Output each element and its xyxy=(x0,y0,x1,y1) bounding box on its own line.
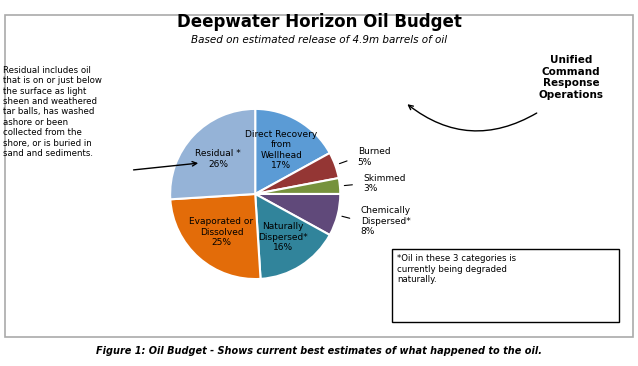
Text: Based on estimated release of 4.9m barrels of oil: Based on estimated release of 4.9m barre… xyxy=(191,35,447,45)
Wedge shape xyxy=(255,194,340,235)
Wedge shape xyxy=(255,194,330,279)
Text: Deepwater Horizon Oil Budget: Deepwater Horizon Oil Budget xyxy=(177,13,461,31)
Text: Naturally
Dispersed*
16%: Naturally Dispersed* 16% xyxy=(258,222,308,252)
Text: Unified
Command
Response
Operations: Unified Command Response Operations xyxy=(538,55,604,100)
Text: *Oil in these 3 categories is
currently being degraded
naturally.: *Oil in these 3 categories is currently … xyxy=(397,254,516,284)
Wedge shape xyxy=(255,178,340,194)
Text: Direct Recovery
from
Wellhead
17%: Direct Recovery from Wellhead 17% xyxy=(245,130,317,170)
Text: Evaporated or
Dissolved
25%: Evaporated or Dissolved 25% xyxy=(189,217,253,247)
Wedge shape xyxy=(170,194,260,279)
Wedge shape xyxy=(255,153,339,194)
Wedge shape xyxy=(255,109,330,194)
Text: Burned
5%: Burned 5% xyxy=(358,147,390,167)
Text: Skimmed
3%: Skimmed 3% xyxy=(364,174,406,194)
FancyBboxPatch shape xyxy=(392,249,619,322)
Wedge shape xyxy=(170,109,255,199)
Text: Residual *
26%: Residual * 26% xyxy=(195,149,241,169)
Text: Chemically
Dispersed*
8%: Chemically Dispersed* 8% xyxy=(360,206,411,236)
Text: Residual includes oil
that is on or just below
the surface as light
sheen and we: Residual includes oil that is on or just… xyxy=(3,66,102,158)
Text: Figure 1: Oil Budget - Shows current best estimates of what happened to the oil.: Figure 1: Oil Budget - Shows current bes… xyxy=(96,346,542,356)
